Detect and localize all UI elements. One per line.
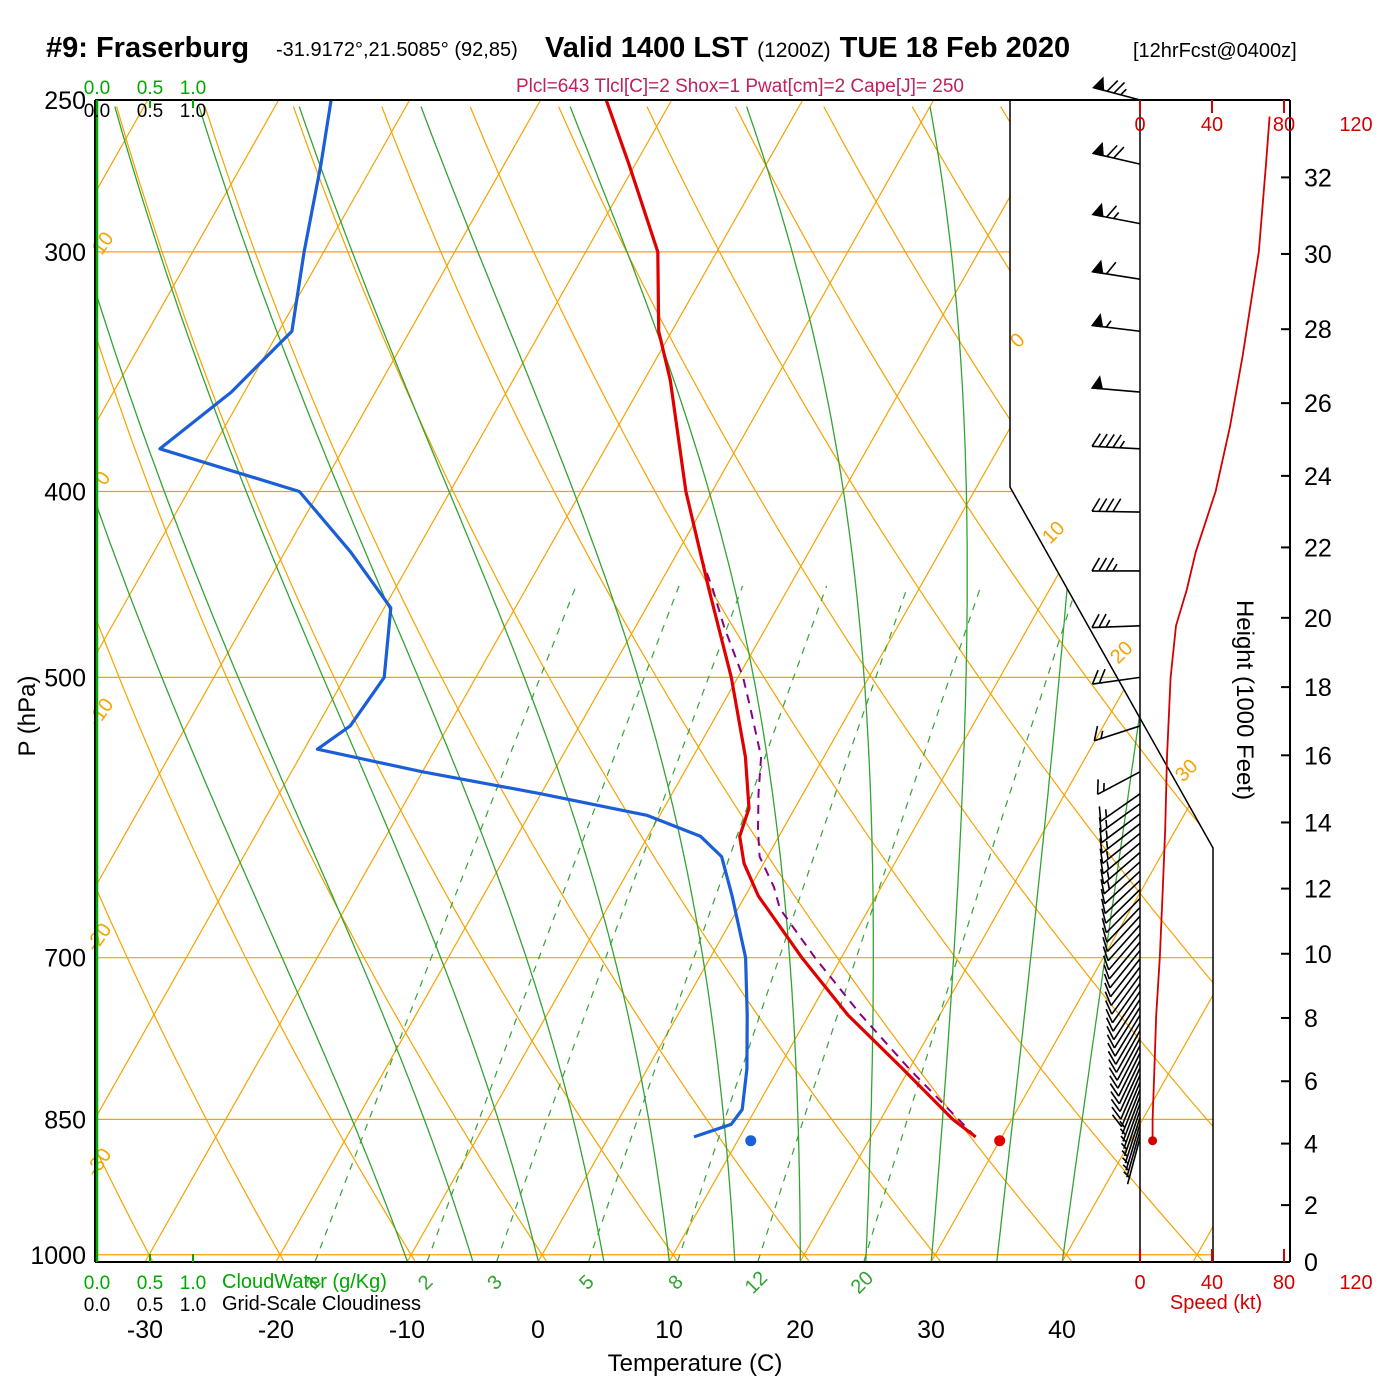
pressure-tick-label: 850 — [44, 1106, 86, 1134]
height-tick-label: 28 — [1304, 316, 1332, 344]
temperature-tick-label: -20 — [258, 1316, 294, 1344]
height-tick-label: 32 — [1304, 164, 1332, 192]
height-tick-label: 4 — [1304, 1131, 1318, 1159]
speed-axis-title: Speed (kt) — [1169, 1292, 1263, 1314]
speed-tick-label-top: 80 — [1273, 114, 1295, 136]
pressure-tick-label: 700 — [44, 945, 86, 973]
cloudwater-tick-top: 0.5 — [137, 78, 163, 99]
valid-date: TUE 18 Feb 2020 — [839, 32, 1071, 64]
height-tick-label: 2 — [1304, 1192, 1318, 1220]
valid-main: Valid 1400 LST — [545, 32, 749, 64]
height-tick-label: 12 — [1304, 876, 1332, 904]
sounding-parameters: Plcl=643 Tlcl[C]=2 Shox=1 Pwat[cm]=2 Cap… — [516, 76, 964, 97]
pressure-tick-label: 1000 — [30, 1242, 86, 1270]
surface-temperature-dot — [994, 1135, 1006, 1147]
valid-time-title: Valid 1400 LST (1200Z) TUE 18 Feb 2020 — [545, 32, 1079, 65]
green-grid — [95, 106, 1213, 1262]
forecast-tag: [12hrFcst@0400z] — [1133, 40, 1297, 62]
cloudwater-tick-bottom: 0.0 — [84, 1273, 110, 1294]
cloudwater-tick-top: 1.0 — [180, 78, 206, 99]
temperature-axis-title: Temperature (C) — [607, 1350, 783, 1377]
cloudiness-tick-top: 0.0 — [84, 101, 110, 122]
speed-tick-label-bottom: 0 — [1134, 1272, 1145, 1294]
pressure-tick-label: 400 — [44, 479, 86, 507]
height-tick-label: 8 — [1304, 1005, 1318, 1033]
wind-speed-curve — [1151, 116, 1271, 1141]
height-axis-title: Height (1000 Feet) — [1231, 599, 1258, 801]
mixing-ratio-label: 20 — [847, 1267, 878, 1298]
speed-tick-label-bottom: 120 — [1339, 1272, 1372, 1294]
height-tick-label: 20 — [1304, 605, 1332, 633]
isotherm-label: 10 — [1038, 517, 1069, 548]
cloudwater-tick-bottom: 1.0 — [180, 1273, 206, 1294]
plot-right-boundary — [1009, 100, 1214, 1262]
speed-tick-label-top: 0 — [1134, 114, 1145, 136]
dry-adiabat-label: -30 — [82, 1144, 117, 1180]
sounding-profiles — [158, 100, 977, 1139]
height-tick-label: 14 — [1304, 809, 1332, 837]
temperature-tick-label: -10 — [389, 1316, 425, 1344]
surface-dewpoint-dot — [745, 1135, 757, 1147]
pressure-tick-label: 300 — [44, 239, 86, 267]
temperature-tick-label: -30 — [127, 1316, 163, 1344]
height-tick-label: 10 — [1304, 941, 1332, 969]
mixing-ratio-label: 5 — [575, 1271, 598, 1294]
dry-adiabat-label: -10 — [84, 694, 119, 730]
cloudiness-tick-bottom: 0.5 — [137, 1295, 163, 1316]
mixing-ratio-label: 12 — [741, 1267, 772, 1298]
temperature-tick-label: 10 — [655, 1316, 683, 1344]
surface-wind-speed-dot — [1148, 1136, 1158, 1146]
temperature-tick-label: 30 — [917, 1316, 945, 1344]
height-tick-label: 26 — [1304, 390, 1332, 418]
height-tick-label: 16 — [1304, 742, 1332, 770]
station-title: #9: Fraserburg — [46, 32, 250, 64]
isotherm-label: 20 — [1106, 637, 1137, 668]
dry-adiabat-label: 10 — [88, 228, 119, 259]
cloudwater-axis-title: CloudWater (g/Kg) — [222, 1271, 387, 1293]
temperature-tick-label: 0 — [531, 1316, 545, 1344]
speed-tick-label-bottom: 40 — [1201, 1272, 1223, 1294]
speed-tick-label-top: 120 — [1339, 114, 1372, 136]
cloudiness-tick-top: 1.0 — [180, 101, 206, 122]
orange-grid — [95, 100, 1213, 1262]
mixing-ratio-label: 2 — [414, 1271, 437, 1294]
temperature-curve — [604, 100, 977, 1139]
speed-tick-label-bottom: 80 — [1273, 1272, 1295, 1294]
cloudiness-axis-title: Grid-Scale Cloudiness — [222, 1293, 421, 1315]
cloudiness-tick-top: 0.5 — [137, 101, 163, 122]
speed-tick-label-top: 40 — [1201, 114, 1223, 136]
height-tick-label: 30 — [1304, 241, 1332, 269]
mixing-ratio-label: 3 — [483, 1271, 506, 1294]
dewpoint-curve — [158, 100, 749, 1139]
height-tick-label: 22 — [1304, 534, 1332, 562]
parcel-curve — [701, 561, 977, 1138]
dry-adiabat-label: -20 — [82, 919, 117, 955]
height-tick-label: 24 — [1304, 463, 1332, 491]
wind-barbs — [1090, 76, 1141, 1185]
cloudwater-tick-bottom: 0.5 — [137, 1273, 163, 1294]
pressure-tick-label: 250 — [44, 87, 86, 115]
cloudiness-tick-bottom: 0.0 — [84, 1295, 110, 1316]
height-tick-label: 6 — [1304, 1068, 1318, 1096]
temperature-tick-label: 20 — [786, 1316, 814, 1344]
pressure-tick-label: 500 — [44, 664, 86, 692]
height-tick-label: 18 — [1304, 674, 1332, 702]
mixing-ratio-label: 8 — [664, 1271, 687, 1294]
station-coordinates: -31.9172°,21.5085° (92,85) — [276, 39, 518, 61]
cloudwater-tick-top: 0.0 — [84, 78, 110, 99]
valid-zulu: (1200Z) — [757, 39, 831, 62]
pressure-axis-title: P (hPa) — [14, 675, 41, 757]
height-tick-label: 0 — [1304, 1249, 1318, 1277]
temperature-tick-label: 40 — [1048, 1316, 1076, 1344]
cloudiness-tick-bottom: 1.0 — [180, 1295, 206, 1316]
